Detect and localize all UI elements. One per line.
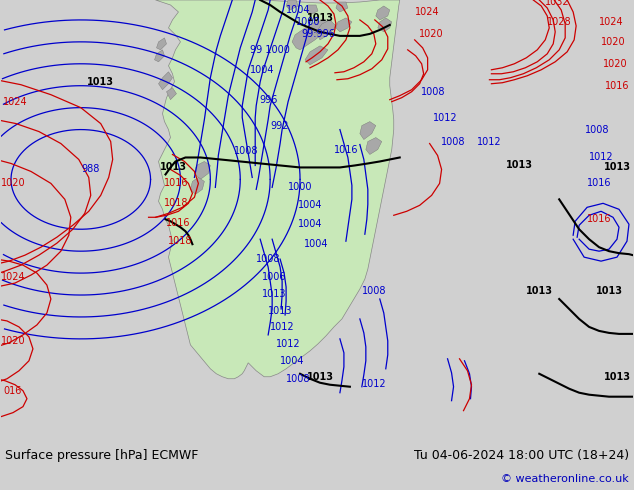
- Text: 1012: 1012: [433, 113, 458, 122]
- Polygon shape: [305, 46, 328, 65]
- Text: 1013: 1013: [268, 306, 292, 316]
- Text: 1016: 1016: [333, 145, 358, 154]
- Text: 1020: 1020: [1, 178, 25, 188]
- Polygon shape: [167, 88, 176, 99]
- Text: 1000: 1000: [296, 17, 320, 27]
- Polygon shape: [155, 0, 399, 379]
- Text: © weatheronline.co.uk: © weatheronline.co.uk: [501, 474, 629, 484]
- Text: 992: 992: [271, 121, 289, 130]
- Text: 1020: 1020: [603, 59, 627, 69]
- Text: 1004: 1004: [298, 200, 322, 210]
- Text: 1013: 1013: [604, 372, 630, 382]
- Text: 988: 988: [82, 165, 100, 174]
- Text: 1004: 1004: [298, 219, 322, 229]
- Polygon shape: [336, 2, 348, 12]
- Text: 1020: 1020: [600, 37, 625, 47]
- Text: 1013: 1013: [87, 77, 114, 87]
- Text: 99 1000: 99 1000: [250, 45, 290, 55]
- Text: 1016: 1016: [587, 214, 611, 224]
- Text: 1013: 1013: [306, 372, 333, 382]
- Text: 1012: 1012: [270, 322, 294, 332]
- Text: 1008: 1008: [234, 147, 259, 156]
- Text: 1018: 1018: [164, 198, 189, 208]
- Text: 1013: 1013: [604, 163, 630, 172]
- Text: 1024: 1024: [3, 97, 27, 107]
- Polygon shape: [157, 38, 167, 50]
- Text: 1008: 1008: [361, 286, 386, 296]
- Polygon shape: [316, 20, 336, 40]
- Polygon shape: [360, 122, 376, 140]
- Text: 1012: 1012: [589, 152, 613, 163]
- Text: 1013: 1013: [160, 163, 187, 172]
- Polygon shape: [190, 177, 204, 195]
- Text: 1012: 1012: [477, 137, 501, 147]
- Text: 99:996: 99:996: [301, 29, 335, 39]
- Text: 1006: 1006: [262, 272, 287, 282]
- Text: 1018: 1018: [168, 236, 193, 246]
- Text: Tu 04-06-2024 18:00 UTC (18+24): Tu 04-06-2024 18:00 UTC (18+24): [414, 448, 629, 462]
- Text: 1013: 1013: [595, 286, 623, 296]
- Text: 1012: 1012: [276, 339, 301, 349]
- Polygon shape: [155, 50, 164, 62]
- Text: 1012: 1012: [361, 379, 386, 389]
- Text: Surface pressure [hPa] ECMWF: Surface pressure [hPa] ECMWF: [5, 448, 198, 462]
- Text: 1016: 1016: [587, 178, 611, 188]
- Text: 1008: 1008: [585, 124, 609, 135]
- Polygon shape: [286, 0, 298, 10]
- Text: 1004: 1004: [304, 239, 328, 249]
- Polygon shape: [292, 20, 330, 50]
- Text: 1020: 1020: [1, 336, 25, 346]
- Text: 1008: 1008: [286, 374, 310, 384]
- Polygon shape: [195, 162, 210, 179]
- Text: 1013: 1013: [306, 13, 333, 23]
- Polygon shape: [306, 5, 318, 15]
- Text: 1013: 1013: [506, 160, 533, 171]
- Text: 1016: 1016: [166, 218, 191, 228]
- Text: 1028: 1028: [547, 17, 571, 27]
- Text: 1013: 1013: [262, 289, 287, 299]
- Text: 1004: 1004: [250, 65, 275, 75]
- Text: 1024: 1024: [598, 17, 623, 27]
- Text: 1013: 1013: [526, 286, 553, 296]
- Text: 016: 016: [4, 386, 22, 396]
- Text: 1008: 1008: [441, 137, 466, 147]
- Text: 1016: 1016: [164, 178, 189, 188]
- Text: 1016: 1016: [605, 81, 630, 91]
- Text: 996: 996: [259, 95, 277, 105]
- Text: 1032: 1032: [545, 0, 569, 7]
- Text: 1024: 1024: [415, 7, 440, 17]
- Polygon shape: [376, 6, 390, 20]
- Text: 1004: 1004: [286, 5, 310, 15]
- Polygon shape: [336, 18, 352, 32]
- Text: 1024: 1024: [1, 272, 25, 282]
- Text: 1004: 1004: [280, 356, 304, 366]
- Text: 1020: 1020: [419, 29, 444, 39]
- Polygon shape: [378, 18, 392, 32]
- Text: 1008: 1008: [256, 254, 280, 264]
- Text: 1008: 1008: [422, 87, 446, 97]
- Polygon shape: [158, 72, 172, 90]
- Text: 1000: 1000: [288, 182, 313, 193]
- Polygon shape: [366, 138, 382, 154]
